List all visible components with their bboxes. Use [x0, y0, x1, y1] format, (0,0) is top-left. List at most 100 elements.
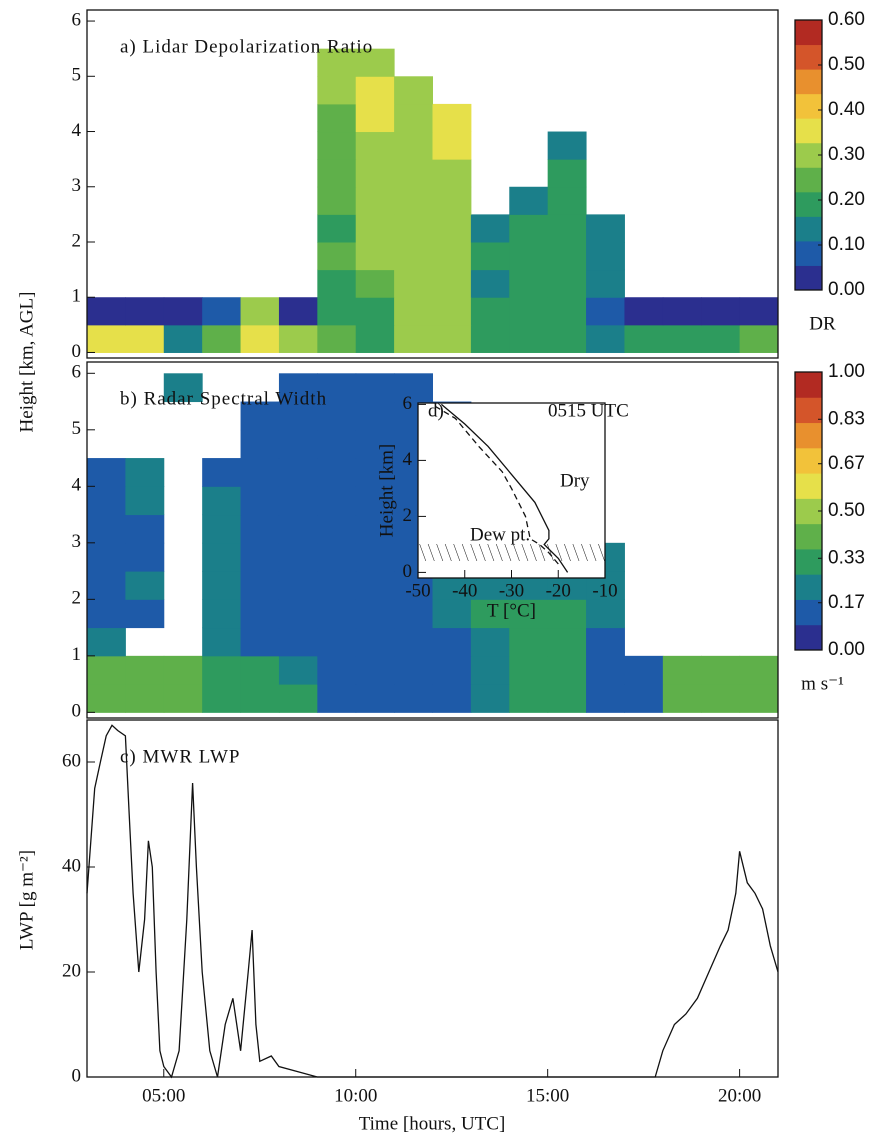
heatmap-cell: [278, 599, 318, 629]
heatmap-cell: [278, 684, 318, 713]
heatmap-cell: [547, 269, 587, 298]
heatmap-cell: [202, 297, 242, 326]
heatmap-cell: [355, 655, 395, 685]
colorbar-swatch: [795, 118, 822, 144]
heatmap-cell: [355, 373, 395, 403]
colorbar-swatch: [795, 20, 822, 46]
colorbar-swatch: [795, 498, 822, 525]
plot-frame: [86, 9, 779, 359]
colorbar-swatch: [795, 624, 822, 651]
heatmap-cell: [278, 571, 318, 600]
heatmap-cell: [470, 242, 510, 271]
line: [86, 724, 779, 1079]
heatmap-cell: [624, 324, 664, 353]
heatmap-cell: [317, 429, 357, 459]
heatmap-cell: [509, 684, 549, 713]
x-tick-label: 15:00: [526, 1085, 569, 1106]
heatmap-cell: [586, 684, 625, 713]
heatmap-cell: [355, 242, 395, 271]
y-tick-label: 2: [403, 505, 413, 526]
heatmap-cell: [240, 571, 280, 600]
colorbar-swatch: [795, 548, 822, 575]
colorbar-swatch: [795, 523, 822, 550]
heatmap-cell: [739, 324, 779, 353]
heatmap-cell: [163, 655, 203, 685]
heatmap-cell: [432, 186, 472, 215]
heatmap-cell: [202, 458, 242, 487]
heatmap-cell: [87, 486, 126, 516]
colorbar-swatch: [795, 599, 822, 626]
heatmap-cell: [547, 599, 587, 629]
y-tick-label: 60: [62, 750, 81, 771]
colorbar-label: DR: [809, 313, 836, 334]
colorbar-tick-label: 0.00: [828, 279, 865, 300]
heatmap-cell: [240, 458, 280, 487]
heatmap-cell: [509, 655, 549, 685]
colorbar-tick-label: 0.20: [828, 189, 865, 210]
y-tick-label: 0: [403, 561, 413, 582]
x-axis-label: T [°C]: [487, 600, 536, 621]
x-tick-label: -30: [499, 580, 524, 601]
heatmap-cell: [163, 684, 203, 713]
colorbar-tick-label: 0.10: [828, 234, 865, 255]
y-tick-label: 5: [72, 418, 82, 439]
heatmap-cell: [240, 655, 280, 685]
heatmap-cell: [355, 458, 395, 487]
heatmap-cell: [202, 571, 242, 600]
heatmap-cell: [87, 571, 126, 600]
cloud-layer-hatch: [418, 544, 605, 561]
heatmap-cell: [317, 297, 357, 326]
colorbar-swatch: [795, 372, 822, 398]
heatmap-cell: [355, 514, 395, 544]
x-tick-label: 10:00: [334, 1085, 377, 1106]
heatmap-cell: [739, 655, 779, 685]
series-label: Dew pt.: [470, 524, 530, 545]
heatmap-cell: [87, 627, 126, 657]
heatmap-cell: [586, 297, 625, 326]
colorbar-tick-label: 0.33: [828, 547, 865, 568]
heatmap-cell: [125, 599, 165, 629]
colorbar-swatch: [795, 93, 822, 119]
heatmap-cell: [432, 242, 472, 271]
heatmap-cell: [470, 627, 510, 657]
colorbar-swatch: [795, 69, 822, 95]
heatmap-cell: [317, 186, 357, 215]
heatmap-cell: [432, 103, 472, 133]
heatmap-cell: [240, 542, 280, 572]
heatmap-cell: [624, 655, 664, 685]
colorbar-swatch: [795, 447, 822, 474]
colorbar-tick-label: 0.40: [828, 99, 865, 120]
heatmap-cell: [355, 76, 395, 105]
colorbar-tick-label: 0.00: [828, 639, 865, 660]
heatmap-cell: [394, 159, 433, 188]
profile-line: [440, 403, 569, 573]
heatmap-cell: [509, 627, 549, 657]
heatmap-cell: [470, 269, 510, 298]
heatmap-cell: [355, 684, 395, 713]
heatmap-cell: [317, 627, 357, 657]
heatmap-cell: [317, 214, 357, 243]
heatmap-cell: [317, 655, 357, 685]
y-tick-label: 0: [72, 1065, 82, 1086]
colorbar-swatch: [795, 422, 822, 449]
heatmap-cell: [125, 486, 165, 516]
heatmap-cell: [547, 186, 587, 215]
heatmap-cell: [355, 599, 395, 629]
colorbar-swatch: [795, 473, 822, 499]
heatmap-cell: [394, 684, 433, 713]
heatmap-cell: [470, 297, 510, 326]
series-label: Dry: [560, 470, 590, 491]
heatmap-cell: [547, 655, 587, 685]
colorbar-swatch: [795, 574, 822, 600]
heatmap-cell: [509, 214, 549, 243]
heatmap-cell: [394, 242, 433, 271]
heatmap-cell: [87, 324, 126, 353]
colorbar-tick-label: 0.50: [828, 54, 865, 75]
heatmap-cell: [87, 458, 126, 487]
heatmap-cell: [317, 571, 357, 600]
colorbar-tick-label: 1.00: [828, 361, 865, 382]
heatmap-cell: [202, 627, 242, 657]
heatmap-cell: [317, 373, 357, 403]
heatmap-cell: [624, 684, 664, 713]
y-tick-label: 6: [72, 362, 82, 383]
